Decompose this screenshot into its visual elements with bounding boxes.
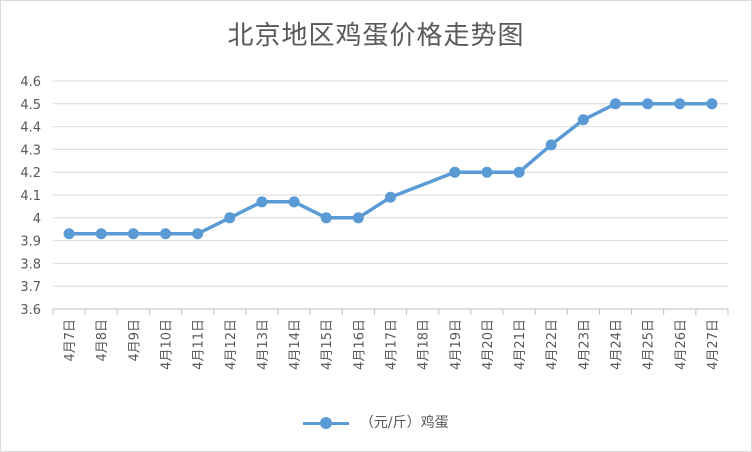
x-tick-label: 4月14日 — [288, 319, 303, 370]
x-tick-label: 4月26日 — [674, 319, 689, 370]
x-tick-label: 4月21日 — [513, 319, 528, 370]
data-point — [674, 98, 686, 110]
y-tick-label: 4.3 — [20, 143, 41, 158]
y-tick-label: 4.1 — [20, 189, 41, 204]
data-point — [192, 228, 204, 240]
data-point — [385, 191, 396, 203]
data-point — [127, 228, 139, 240]
x-tick-label: 4月27日 — [706, 319, 721, 370]
data-point — [449, 166, 461, 178]
y-tick-label: 4 — [33, 212, 41, 227]
x-tick-label: 4月10日 — [160, 319, 175, 370]
data-point — [352, 212, 364, 224]
data-point — [706, 98, 718, 110]
data-point — [320, 212, 332, 224]
x-tick-label: 4月7日 — [63, 319, 78, 362]
y-tick-label: 3.9 — [20, 235, 41, 250]
y-tick-label: 3.6 — [20, 303, 41, 318]
data-point — [513, 166, 525, 178]
data-point — [160, 228, 171, 240]
x-tick-label: 4月16日 — [352, 319, 367, 370]
y-tick-label: 4.2 — [20, 166, 41, 181]
x-tick-label: 4月9日 — [127, 319, 142, 362]
x-tick-label: 4月22日 — [545, 319, 560, 370]
data-point — [288, 196, 300, 208]
y-tick-label: 3.7 — [20, 280, 41, 295]
y-tick-label: 4.5 — [20, 98, 41, 113]
y-tick-label: 4.4 — [20, 121, 41, 136]
data-point — [63, 228, 75, 240]
data-point — [610, 98, 621, 110]
data-point — [642, 98, 654, 110]
data-point — [481, 166, 493, 178]
series-line — [67, 102, 714, 236]
data-point — [224, 212, 236, 224]
y-tick-label: 3.8 — [20, 257, 41, 272]
x-tick-label: 4月25日 — [642, 319, 657, 370]
data-point — [256, 196, 268, 208]
data-point — [545, 139, 557, 151]
data-point — [577, 114, 589, 126]
x-tick-label: 4月18日 — [417, 319, 432, 370]
chart-title: 北京地区鸡蛋价格走势图 — [227, 21, 525, 51]
legend: （元/斤）鸡蛋 — [1, 412, 751, 432]
x-tick-label: 4月13日 — [256, 319, 271, 370]
x-tick-label: 4月15日 — [320, 319, 335, 370]
x-tick-label: 4月19日 — [449, 319, 464, 370]
legend-label: （元/斤）鸡蛋 — [359, 415, 449, 431]
x-tick-label: 4月20日 — [481, 319, 496, 370]
x-tick-label: 4月11日 — [192, 319, 207, 370]
legend-marker-icon — [303, 416, 350, 430]
x-tick-label: 4月23日 — [577, 319, 592, 370]
x-tick-label: 4月12日 — [224, 319, 239, 370]
x-tick-label: 4月17日 — [385, 319, 400, 370]
data-point — [95, 228, 107, 240]
x-tick-label: 4月8日 — [95, 319, 110, 362]
x-tick-label: 4月24日 — [610, 319, 625, 370]
y-tick-label: 4.6 — [20, 75, 41, 90]
